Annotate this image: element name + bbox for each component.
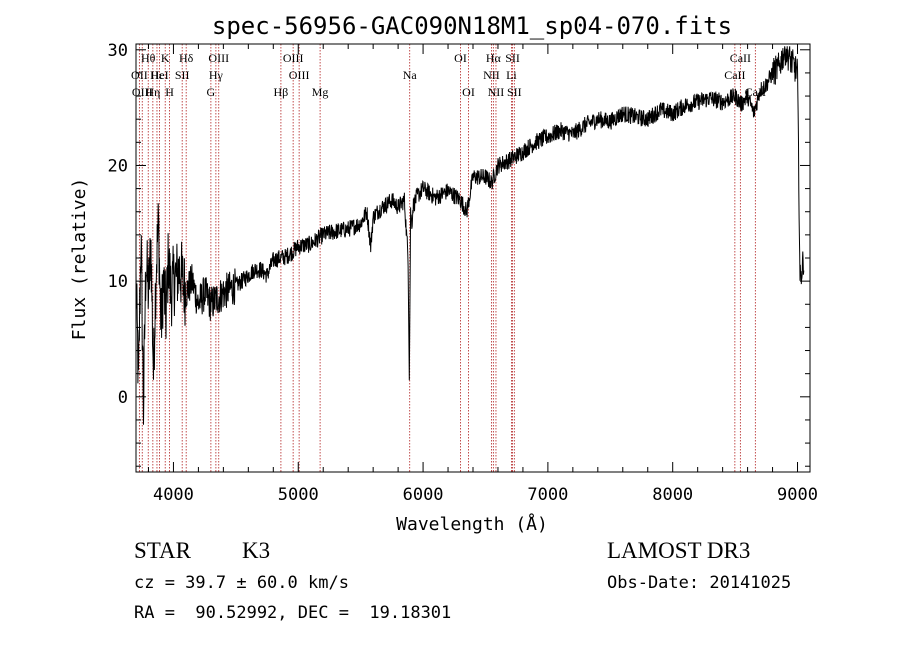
line-label-6: K bbox=[161, 51, 170, 65]
y-axis-label: Flux (relative) bbox=[69, 178, 90, 341]
x-tick-label: 4000 bbox=[153, 485, 194, 505]
line-label-5: HeI bbox=[151, 68, 169, 82]
line-label-17: Na bbox=[403, 68, 418, 82]
line-label-27: CaII bbox=[730, 51, 751, 65]
x-tick-label: 5000 bbox=[278, 485, 319, 505]
line-label-10: G bbox=[207, 85, 216, 99]
line-label-24: SII bbox=[505, 51, 520, 65]
line-label-1: OIII bbox=[132, 85, 153, 99]
coordinates: RA = 90.52992, DEC = 19.18301 bbox=[134, 603, 452, 623]
line-label-11: Hγ bbox=[209, 68, 224, 82]
line-label-18: OI bbox=[454, 51, 467, 65]
x-tick-label: 9000 bbox=[777, 485, 818, 505]
line-label-25: SII bbox=[507, 85, 522, 99]
chart-title: spec-56956-GAC090N18M1_sp04-070.fits bbox=[212, 12, 732, 40]
x-tick-label: 8000 bbox=[652, 485, 693, 505]
line-label-23: Li bbox=[506, 68, 517, 82]
line-label-16: Mg bbox=[312, 85, 329, 99]
x-tick-label: 6000 bbox=[403, 485, 444, 505]
line-label-15: OIII bbox=[289, 68, 310, 82]
line-label-9: Hδ bbox=[179, 51, 194, 65]
line-label-8: SII bbox=[175, 68, 190, 82]
spectrum-series bbox=[135, 46, 805, 425]
axis-ticks bbox=[136, 44, 810, 472]
axis-tick-labels: 4000 5000 6000 7000 8000 9000 0 10 20 30 bbox=[108, 41, 818, 505]
y-tick-label: 30 bbox=[108, 41, 128, 61]
line-label-7: H bbox=[165, 85, 174, 99]
line-label-12: OIII bbox=[208, 51, 229, 65]
line-label-20: NII bbox=[483, 68, 500, 82]
line-label-3: Hη bbox=[145, 85, 160, 99]
y-tick-label: 10 bbox=[108, 272, 128, 292]
line-label-2: Hθ bbox=[141, 51, 156, 65]
object-subclass: K3 bbox=[242, 538, 271, 563]
spectrum-line bbox=[135, 46, 805, 425]
y-tick-label: 0 bbox=[118, 388, 128, 408]
observation-date: Obs-Date: 20141025 bbox=[607, 573, 792, 593]
y-tick-label: 20 bbox=[108, 156, 128, 176]
redshift-velocity: cz = 39.7 ± 60.0 km/s bbox=[134, 573, 349, 593]
line-label-22: NII bbox=[488, 85, 505, 99]
line-label-4: Hε bbox=[150, 68, 164, 82]
line-label-19: OI bbox=[462, 85, 475, 99]
line-label-26: CaII bbox=[724, 68, 745, 82]
plot-frame bbox=[135, 43, 811, 473]
line-label-13: Hβ bbox=[274, 85, 289, 99]
object-class: STAR bbox=[134, 538, 191, 563]
line-label-0: OII bbox=[131, 68, 148, 82]
line-label-21: Hα bbox=[486, 51, 502, 65]
emission-line-labels: OIIOIIIHθHηHεHeIKHSIIHδGHγOIIIHβOIIIOIII… bbox=[131, 51, 766, 99]
line-label-14: OIII bbox=[283, 51, 304, 65]
x-axis-label: Wavelength (Å) bbox=[396, 513, 548, 535]
survey-name: LAMOST DR3 bbox=[607, 538, 751, 563]
x-tick-label: 7000 bbox=[527, 485, 568, 505]
